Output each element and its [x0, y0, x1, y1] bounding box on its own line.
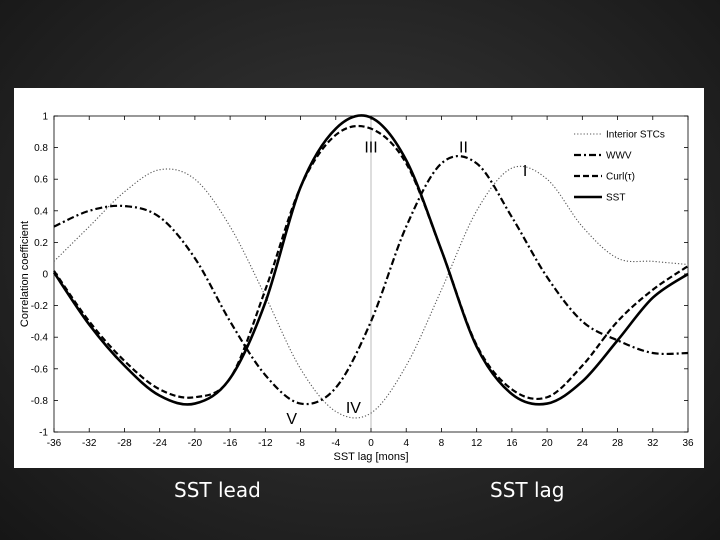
x-tick-label: 28 — [612, 438, 624, 449]
y-tick-label: -0.4 — [31, 333, 49, 344]
y-tick-label: 0 — [42, 270, 48, 281]
x-tick-label: 4 — [403, 438, 409, 449]
annotation-ii: II — [459, 139, 468, 156]
legend-label: SST — [606, 193, 625, 204]
legend-label: Curl(τ) — [606, 172, 635, 183]
y-tick-label: 0.6 — [34, 175, 48, 186]
series-line-sst — [52, 114, 689, 406]
x-tick-label: 20 — [542, 438, 554, 449]
x-tick-label: 36 — [682, 438, 694, 449]
annotation-v: V — [286, 411, 297, 428]
x-tick-label: 12 — [471, 438, 483, 449]
legend-label: Interior STCs — [606, 130, 665, 141]
x-tick-label: -16 — [223, 438, 238, 449]
annotation-iii: III — [364, 139, 377, 156]
x-tick-label: 0 — [368, 438, 374, 449]
x-tick-label: -8 — [296, 438, 305, 449]
x-tick-label: 24 — [577, 438, 589, 449]
y-tick-label: 0.8 — [34, 143, 48, 154]
x-tick-label: -24 — [152, 438, 167, 449]
annotation-iv: IV — [346, 400, 361, 417]
series-line-curl — [53, 124, 689, 400]
x-tick-label: 8 — [439, 438, 445, 449]
x-tick-label: -4 — [331, 438, 340, 449]
caption-sst-lag: SST lag — [490, 478, 565, 502]
y-tick-label: -0.6 — [31, 364, 49, 375]
x-tick-label: 16 — [506, 438, 518, 449]
x-tick-label: 32 — [647, 438, 659, 449]
y-tick-label: -0.2 — [31, 301, 49, 312]
series-line-interior-stcs — [53, 165, 689, 419]
x-axis-label: SST lag [mons] — [334, 451, 409, 463]
y-tick-label: -0.8 — [31, 396, 49, 407]
x-tick-label: -32 — [82, 438, 97, 449]
x-tick-label: -12 — [258, 438, 273, 449]
y-tick-label: 0.4 — [34, 206, 48, 217]
annotation-i: I — [523, 163, 527, 180]
x-tick-label: -36 — [47, 438, 62, 449]
y-tick-label: -1 — [39, 428, 48, 439]
legend: Interior STCs WWV Curl(τ) SST — [574, 130, 665, 204]
series-line-wwv — [53, 154, 689, 406]
chart-figure: -36 -32 -28 -24 -20 -16 -12 -8 -4 0 4 8 12 16 20 24 28 32… — [14, 88, 704, 468]
legend-label: WWV — [606, 151, 632, 162]
x-tick-label: -28 — [117, 438, 132, 449]
y-tick-label: 0.2 — [34, 238, 48, 249]
correlation-chart: -36 -32 -28 -24 -20 -16 -12 -8 -4 0 4 8 12 16 20 24 28 32… — [19, 112, 694, 464]
y-tick-label: 1 — [42, 112, 48, 123]
y-axis-label: Correlation coefficient — [19, 221, 31, 327]
x-tick-label: -20 — [188, 438, 203, 449]
caption-sst-lead: SST lead — [174, 478, 261, 502]
